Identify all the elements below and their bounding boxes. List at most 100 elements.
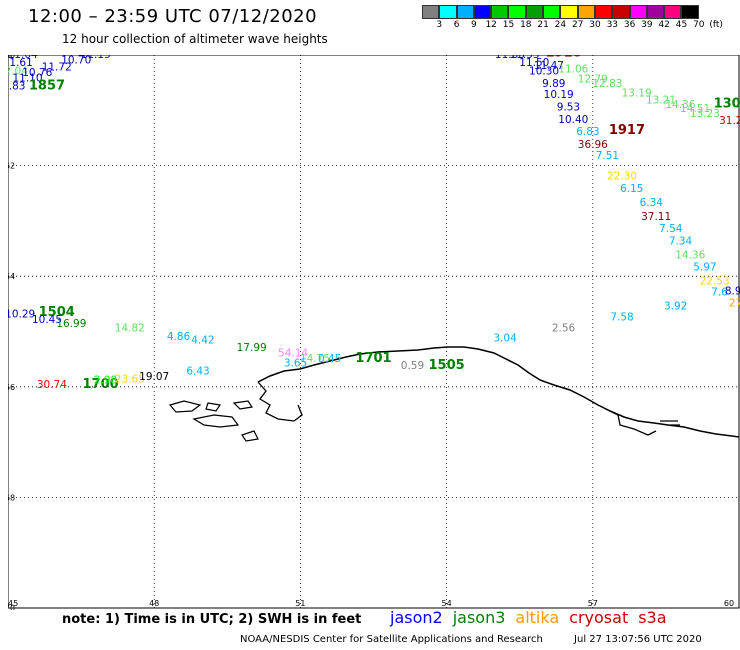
scale-swatch <box>439 5 457 19</box>
wave-height-label: 11.72 <box>42 61 72 73</box>
wave-height-label: 54.14 <box>278 347 308 359</box>
scale-swatch <box>422 5 440 19</box>
antarctic-coastline <box>257 346 740 438</box>
wave-height-label: 11.06 <box>558 64 588 76</box>
wave-height-label: 3.92 <box>664 300 687 312</box>
wave-height-label: 7.51 <box>596 150 619 162</box>
wave-height-label: 2.98 <box>94 374 117 386</box>
longitude-label: 57 <box>588 599 598 608</box>
wave-height-label: 13.21 <box>646 95 676 107</box>
scale-swatch <box>473 5 492 19</box>
map-frame <box>8 55 740 609</box>
scale-label: 42 <box>658 20 670 30</box>
wave-height-label: 12.83 <box>592 78 622 90</box>
color-scale-bar <box>422 5 699 19</box>
wave-height-label: 11.63 <box>495 55 525 61</box>
pass-time-label: 1505 <box>429 358 465 373</box>
latitude-label: -68 <box>8 493 15 502</box>
wave-height-label: 30.74 <box>37 379 67 391</box>
scale-swatch <box>646 5 665 19</box>
wave-height-label: 13.19 <box>622 87 652 99</box>
scale-label: 33 <box>606 20 619 30</box>
wave-height-label: 17.99 <box>237 342 267 354</box>
scale-swatch <box>456 5 474 19</box>
scale-label: 18 <box>520 20 532 30</box>
graticule <box>8 55 739 608</box>
wave-height-label: 36.96 <box>578 139 608 151</box>
map-subtitle: 12 hour collection of altimeter wave hei… <box>62 32 328 46</box>
latitude-label: -66 <box>8 383 15 392</box>
scale-label: 27 <box>571 20 584 30</box>
wave-height-label: 12.04 <box>8 65 28 77</box>
scale-label: 3 <box>436 20 443 30</box>
altimeter-map: 11.64205611.1510.7011.6111.7212.0410.761… <box>8 55 740 610</box>
pass-time-label: 2056 <box>39 55 75 59</box>
wave-height-label: 12.79 <box>578 74 608 86</box>
pass-time-label: 1308 <box>511 55 547 56</box>
wave-height-label: 22.30 <box>607 170 637 182</box>
wave-height-label: 10.45 <box>32 314 62 326</box>
scale-label: 45 <box>675 20 688 30</box>
wave-height-label: 16.99 <box>56 318 86 330</box>
scale-swatch <box>664 5 682 19</box>
scale-swatch <box>491 5 509 19</box>
scale-swatch <box>681 5 699 19</box>
wave-height-label: 11.61 <box>8 57 33 69</box>
wave-height-label: 4.42 <box>191 335 214 347</box>
wave-height-label: 9.89 <box>542 78 565 90</box>
latitude-label: -60 <box>8 55 15 60</box>
footer-note: note: 1) Time is in UTC; 2) SWH is in fe… <box>62 612 362 627</box>
scale-label: 70 <box>693 20 705 30</box>
wave-height-label: 0.59 <box>401 360 424 372</box>
latitude-label: -64 <box>8 272 15 281</box>
wave-height-label: 3.65 <box>284 357 307 369</box>
wave-height-label: 10.29 <box>8 309 35 321</box>
scale-label: 36 <box>623 20 636 30</box>
longitude-label: 48 <box>149 599 159 608</box>
scale-swatch <box>594 5 613 19</box>
scale-swatch <box>629 5 647 19</box>
wave-height-label: 4.86 <box>167 331 191 343</box>
pass-time-label: 1701 <box>355 351 391 366</box>
wave-height-label: 14.82 <box>115 323 145 335</box>
scale-swatch <box>508 5 526 19</box>
wave-height-label: 10.19 <box>544 89 574 101</box>
credit-text: NOAA/NESDIS Center for Satellite Applica… <box>240 634 543 645</box>
scale-label: 12 <box>485 20 497 30</box>
scale-swatch <box>543 5 561 19</box>
scale-swatch <box>525 5 544 19</box>
scale-swatch <box>612 5 630 19</box>
wave-height-label: 3.04 <box>493 332 517 344</box>
wave-height-label: 13.23 <box>690 108 720 120</box>
wave-height-label: 7.54 <box>659 223 683 235</box>
satellite-legend-item: cryosat <box>569 608 629 627</box>
coast-shelf-east <box>605 408 680 436</box>
satellite-legend-item: s3a <box>638 608 667 627</box>
wave-height-label: 10.70 <box>61 55 91 66</box>
latitude-label: -70 <box>8 604 15 610</box>
latitude-label: -62 <box>8 162 15 171</box>
color-scale-labels: 3 6 9 12 15 18 21 24 27 30 33 36 39 42 45 70 (ft) <box>422 19 722 31</box>
pass-time-label: 1504 <box>39 305 75 320</box>
wave-height-label: 11.47 <box>534 60 564 72</box>
scale-label: (ft) <box>709 20 723 30</box>
scale-label: 9 <box>471 20 477 30</box>
wave-height-label: 0.45 <box>318 353 341 365</box>
wave-height-label: 14.36 <box>675 250 705 262</box>
scale-label: 21 <box>537 20 549 30</box>
wave-height-label: 11.83 <box>8 80 25 92</box>
wave-height-label: 10.30 <box>529 65 559 77</box>
map-title: 12:00 – 23:59 UTC 07/12/2020 <box>28 6 318 27</box>
wave-height-label: 6.34 <box>640 197 664 209</box>
wave-height-label: 7.6 <box>711 287 728 299</box>
wave-height-label: 31.26 <box>719 115 740 127</box>
coast-islands <box>168 400 259 442</box>
pass-time-label: 1918 <box>545 55 581 61</box>
wave-height-label: 7.34 <box>669 236 693 248</box>
coast-bay-west <box>257 381 303 422</box>
wave-height-label: 22.53 <box>700 275 730 287</box>
wave-height-label: 14.75 <box>300 353 330 365</box>
generated-timestamp: Jul 27 13:07:56 UTC 2020 <box>574 634 702 645</box>
wave-height-label: 5.97 <box>693 262 716 274</box>
